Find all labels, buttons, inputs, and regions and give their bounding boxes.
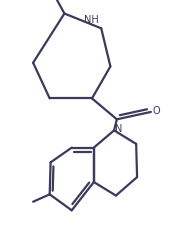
Text: N: N bbox=[115, 124, 122, 134]
Text: O: O bbox=[153, 107, 160, 116]
Text: NH: NH bbox=[84, 15, 98, 25]
